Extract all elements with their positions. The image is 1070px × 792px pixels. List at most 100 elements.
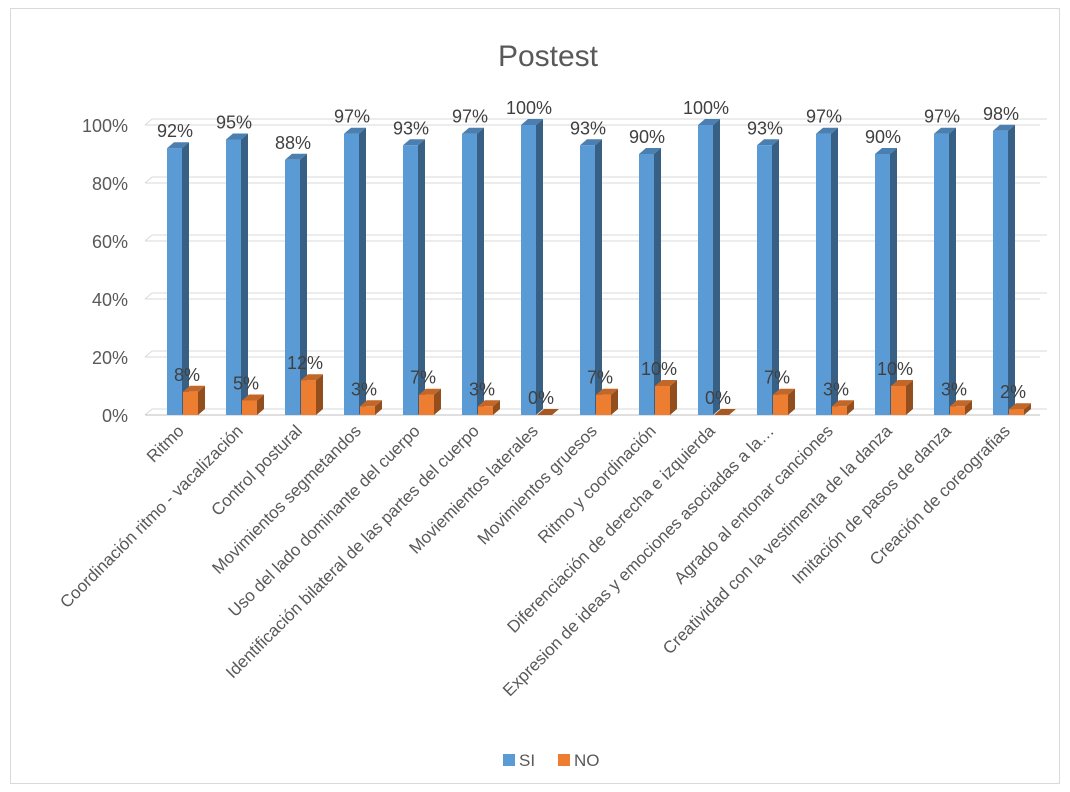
bar-no-front: [242, 400, 257, 415]
legend-label: NO: [574, 751, 600, 770]
data-label: 0%: [705, 388, 731, 408]
data-label: 98%: [983, 104, 1019, 124]
bar-si-front: [462, 133, 477, 415]
bar-no: 8%: [174, 365, 205, 415]
bar-no-side: [1024, 403, 1031, 415]
x-tick-label: Diferenciación de derecha e izquierda: [504, 421, 720, 637]
bar-si-top: [639, 148, 661, 154]
bar-si-front: [403, 145, 418, 416]
bar-no-side: [316, 374, 323, 415]
bar-no-front: [596, 394, 611, 415]
bar-no-side: [375, 400, 382, 415]
bar-no-front: [360, 406, 375, 415]
bar-si-top: [580, 139, 602, 146]
bar-si-top: [403, 139, 425, 146]
bar-si-top: [757, 139, 779, 146]
data-label: 93%: [747, 118, 783, 138]
y-tick-label: 40%: [92, 290, 128, 310]
bar-no-top: [242, 394, 264, 401]
bar-si-side: [182, 142, 189, 415]
data-label: 97%: [334, 107, 370, 127]
bar-si-front: [639, 154, 654, 415]
bar-no-side: [434, 388, 441, 415]
x-tick-label: Ritmo y coordinación: [534, 421, 660, 547]
data-label: 2%: [1000, 382, 1026, 402]
gridline-side: [144, 118, 153, 126]
data-label: 90%: [865, 127, 901, 147]
bar-no-top: [537, 409, 559, 415]
data-label: 3%: [469, 379, 495, 399]
data-label: 100%: [683, 98, 729, 118]
bar-si: 93%: [393, 118, 429, 416]
bar-no: 3%: [469, 379, 500, 415]
bar-no: 7%: [764, 368, 795, 415]
y-tick-label: 80%: [92, 174, 128, 194]
bar-si-front: [816, 133, 831, 415]
bar-si-side: [477, 127, 484, 415]
bar-no-side: [611, 388, 618, 415]
bar-si-side: [1008, 124, 1015, 416]
gridline-side: [144, 176, 153, 184]
bar-si-side: [772, 139, 779, 416]
bar-no-top: [891, 380, 913, 386]
data-label: 7%: [587, 368, 613, 388]
bar-no: 10%: [641, 359, 677, 415]
bar-no-side: [965, 400, 972, 415]
bar-no-top: [950, 400, 972, 407]
bar-si-top: [285, 153, 307, 160]
x-tick-label: Expresion de ideas y emociones asociadas…: [499, 421, 778, 700]
bar-si-front: [344, 133, 359, 415]
bar-no-front: [478, 406, 493, 415]
bar-si: 97%: [924, 107, 960, 415]
bar-si-side: [359, 127, 366, 415]
legend-swatch: [558, 754, 570, 766]
y-tick-label: 60%: [92, 232, 128, 252]
bar-si-front: [993, 130, 1008, 416]
bar-no: 0%: [528, 388, 559, 415]
bar-no-front: [773, 394, 788, 415]
data-label: 12%: [287, 353, 323, 373]
bar-no: 0%: [705, 388, 736, 415]
bar-si-front: [934, 133, 949, 415]
bar-si: 95%: [216, 113, 252, 415]
legend-item: NO: [558, 751, 600, 770]
bar-si-front: [875, 154, 890, 415]
bar-no-front: [419, 394, 434, 415]
bar-no-top: [596, 388, 618, 395]
data-label: 97%: [924, 107, 960, 127]
bar-si-side: [890, 148, 897, 415]
data-label: 0%: [528, 388, 554, 408]
bar-no-side: [257, 394, 264, 415]
chart-title: Postest: [498, 40, 599, 73]
bar-no-top: [183, 385, 205, 392]
bar-si: 100%: [506, 98, 552, 415]
bar-no-front: [1009, 409, 1024, 415]
data-label: 90%: [629, 127, 665, 147]
bar-no-front: [183, 391, 198, 415]
bar-si: 90%: [629, 127, 665, 415]
bar-si: 93%: [747, 118, 783, 416]
bar-no-side: [198, 385, 205, 415]
bar-no: 3%: [823, 379, 854, 415]
gridline-side: [144, 350, 153, 358]
x-tick-label: Ritmo: [143, 421, 188, 466]
bar-no-top: [478, 400, 500, 407]
data-label: 10%: [877, 359, 913, 379]
bar-si-front: [167, 148, 182, 415]
bar-si-top: [521, 119, 543, 125]
bar-si-front: [285, 159, 300, 415]
y-tick-label: 20%: [92, 348, 128, 368]
bar-no-side: [906, 380, 913, 415]
bar-si-front: [698, 125, 713, 415]
legend-label: SI: [519, 751, 535, 770]
bar-si-front: [226, 139, 241, 415]
data-label: 3%: [823, 379, 849, 399]
legend: SI NO: [503, 751, 600, 770]
data-label: 95%: [216, 113, 252, 133]
gridline-side: [144, 408, 153, 416]
data-label: 92%: [157, 121, 193, 141]
bar-si-side: [949, 127, 956, 415]
bar-si-front: [757, 145, 772, 416]
bar-si-side: [831, 127, 838, 415]
data-label: 88%: [275, 133, 311, 153]
